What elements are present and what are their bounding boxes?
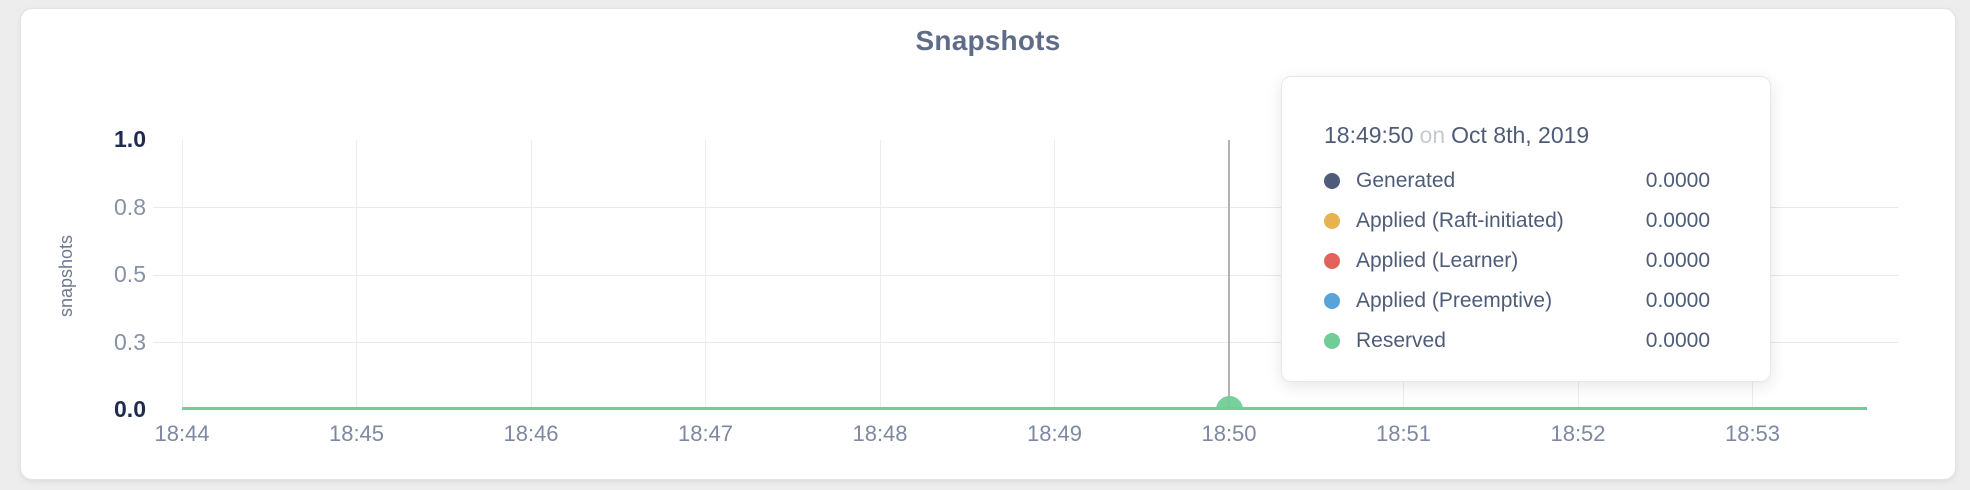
x-tick-label: 18:51 (1375, 421, 1432, 446)
y-tick-label: 1.0 (114, 126, 146, 152)
gridline-x (181, 140, 183, 410)
chart-title: Snapshots (915, 25, 1061, 56)
tooltip-series-label: Generated (1356, 169, 1456, 192)
y-tick-label: 0.8 (114, 193, 146, 220)
tooltip-row: Applied (Raft-initiated) 0.0000 (1324, 201, 1710, 241)
tooltip-row: Reserved 0.0000 (1324, 321, 1710, 361)
tooltip-series-value: 0.0000 (1645, 329, 1710, 352)
tooltip-date: Oct 8th, 2019 (1451, 122, 1590, 148)
tooltip-series-value: 0.0000 (1645, 249, 1710, 272)
tooltip-series-label: Applied (Preemptive) (1356, 289, 1553, 312)
tooltip-header: 18:49:50 on Oct 8th, 2019 (1324, 117, 1710, 153)
y-tick-label: 0.3 (114, 328, 146, 355)
tooltip-series-label: Reserved (1356, 329, 1446, 352)
x-tick-label: 18:50 (1201, 421, 1257, 446)
series-color-dot (1324, 333, 1340, 349)
tooltip-row: Applied (Learner) 0.0000 (1324, 241, 1710, 281)
tooltip-series-label: Applied (Learner) (1356, 249, 1519, 272)
x-tick-label: 18:49 (1026, 421, 1083, 446)
gridline-x (530, 140, 532, 410)
y-tick-label: 0.5 (114, 261, 146, 287)
x-tick-label: 18:53 (1724, 421, 1781, 446)
gridline-y (153, 274, 1898, 276)
tooltip-series-value: 0.0000 (1645, 209, 1710, 232)
x-tick-label: 18:48 (852, 421, 908, 446)
x-tick-label: 18:44 (154, 421, 210, 446)
gridline-x (1054, 140, 1055, 410)
y-tick-label: 0.0 (114, 396, 146, 422)
tooltip-rows: Generated 0.0000 Applied (Raft-initiated) 0… (1324, 161, 1710, 361)
x-tick-label: 18:52 (1550, 421, 1606, 446)
series-color-dot (1324, 173, 1340, 189)
x-tick-label: 18:46 (503, 421, 559, 446)
chart-tooltip: 18:49:50 on Oct 8th, 2019 Generated 0.0000 A… (1281, 76, 1771, 382)
gridline-y (153, 207, 1898, 208)
chart-card: Snapshots snapshots 0.0 0.3 0.5 0.8 1.0 18:44… (20, 8, 1956, 480)
series-color-dot (1324, 213, 1340, 229)
tooltip-series-value: 0.0000 (1645, 169, 1710, 192)
hover-point-dot (1215, 396, 1243, 410)
tooltip-series-label: Applied (Raft-initiated) (1356, 209, 1564, 232)
gridline-x (705, 140, 706, 410)
series-color-dot (1324, 293, 1340, 309)
x-tick-label: 18:45 (328, 421, 385, 446)
tooltip-time: 18:49:50 (1324, 122, 1414, 148)
tooltip-row: Applied (Preemptive) 0.0000 (1324, 281, 1710, 321)
tooltip-conjunction: on (1419, 122, 1446, 148)
series-color-dot (1324, 253, 1340, 269)
gridline-x (356, 140, 357, 410)
tooltip-series-value: 0.0000 (1645, 289, 1710, 312)
tooltip-row: Generated 0.0000 (1324, 161, 1710, 201)
gridline-x (879, 140, 881, 410)
plot-area[interactable]: 0.0 0.3 0.5 0.8 1.0 18:44 18:45 18:46 18:47 18:48… (114, 126, 1898, 446)
x-tick-label: 18:47 (677, 421, 734, 446)
series-lines (182, 407, 1867, 410)
hover-guideline (1228, 140, 1230, 410)
gridline-y (153, 342, 1898, 343)
